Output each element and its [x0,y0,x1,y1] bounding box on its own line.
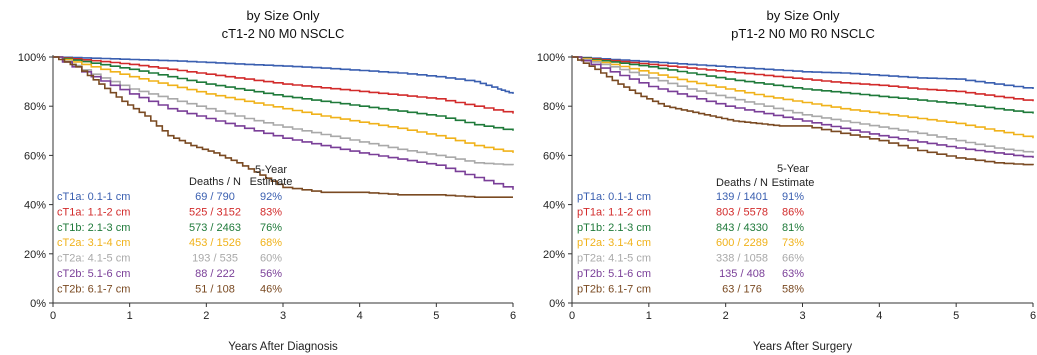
left-y-tick-label: 80% [24,101,46,113]
left-deaths-n-value: 525 / 3152 [189,206,241,218]
left-estimate-value: 92% [260,191,282,203]
right-legend-label: pT1a: 1.1-2 cm [577,206,651,218]
right-deaths-n-value: 63 / 176 [722,283,762,295]
left-deaths-n-value: 51 / 108 [195,283,235,295]
left-deaths-n-value: 453 / 1526 [189,237,241,249]
left-estimate-value: 68% [260,237,282,249]
left-deaths-n-value: 193 / 535 [192,253,238,265]
right-estimate-value: 58% [782,283,804,295]
left-x-tick-label: 4 [357,310,363,322]
right-series-line-5 [572,56,1034,153]
right-header-deaths-n: Deaths / N [716,177,768,189]
left-x-tick-label: 0 [50,310,56,322]
right-deaths-n-value: 843 / 4330 [716,222,768,234]
left-series-line-5 [53,56,514,166]
right-legend-label: pT2b: 6.1-7 cm [577,283,651,295]
right-y-tick-label: 60% [543,150,565,162]
left-series-line-4 [53,56,514,153]
right-x-tick-label: 5 [953,310,959,322]
right-x-tick-label: 0 [569,310,575,322]
right-x-tick-label: 4 [876,310,882,322]
left-header-estimate: Estimate [250,176,293,188]
right-x-tick-label: 2 [723,310,729,322]
right-y-tick-label: 40% [543,200,565,212]
right-y-tick-label: 100% [537,52,565,64]
right-header-estimate: Estimate [772,177,815,189]
left-estimate-value: 83% [260,206,282,218]
left-x-tick-label: 5 [433,310,439,322]
right-x-axis-label: Years After Surgery [753,341,853,353]
left-series-line-6 [53,56,514,190]
left-deaths-n-value: 573 / 2463 [189,222,241,234]
left-y-tick-label: 100% [18,52,46,64]
right-series-line-6 [572,56,1034,158]
left-header-deaths-n: Deaths / N [189,176,241,188]
left-chart-subtitle: cT1-2 N0 M0 NSCLC [222,26,345,41]
right-x-tick-label: 3 [799,310,805,322]
left-legend-label: cT1a: 1.1-2 cm [57,206,130,218]
left-legend-label: cT2a: 4.1-5 cm [57,253,130,265]
left-chart-title: by Size Only [247,8,320,23]
left-estimate-value: 60% [260,253,282,265]
left-y-tick-label: 60% [24,150,46,162]
right-chart-subtitle: pT1-2 N0 M0 R0 NSCLC [731,26,875,41]
left-header-5year: 5-Year [255,164,287,176]
left-deaths-n-value: 69 / 790 [195,191,235,203]
left-legend-label: cT2b: 5.1-6 cm [57,268,130,280]
left-series-line-1 [53,56,514,94]
right-estimate-value: 63% [782,268,804,280]
left-y-tick-label: 0% [30,298,46,310]
right-legend-label: pT2b: 5.1-6 cm [577,268,651,280]
right-deaths-n-value: 135 / 408 [719,268,765,280]
right-series-line-3 [572,56,1034,114]
left-x-tick-label: 2 [203,310,209,322]
left-legend-label: cT1b: 2.1-3 cm [57,222,130,234]
right-legend-label: pT2a: 4.1-5 cm [577,253,651,265]
left-legend-label: cT1a: 0.1-1 cm [57,191,130,203]
left-estimate-value: 76% [260,222,282,234]
right-estimate-value: 86% [782,206,804,218]
left-legend-label: cT2b: 6.1-7 cm [57,283,130,295]
right-series-line-4 [572,56,1034,139]
right-estimate-value: 73% [782,237,804,249]
left-x-axis-label: Years After Diagnosis [228,341,338,353]
right-deaths-n-value: 803 / 5578 [716,206,768,218]
left-x-tick-label: 6 [510,310,516,322]
right-y-tick-label: 20% [543,249,565,261]
right-deaths-n-value: 600 / 2289 [716,237,768,249]
left-y-tick-label: 40% [24,200,46,212]
right-series-line-2 [572,56,1034,102]
left-x-tick-label: 3 [280,310,286,322]
left-legend-label: cT2a: 3.1-4 cm [57,237,130,249]
left-estimate-value: 46% [260,283,282,295]
right-deaths-n-value: 139 / 1401 [716,191,768,203]
left-y-tick-label: 20% [24,249,46,261]
left-deaths-n-value: 88 / 222 [195,268,235,280]
right-series-line-7 [572,56,1034,166]
right-estimate-value: 66% [782,253,804,265]
right-legend-label: pT2a: 3.1-4 cm [577,237,651,249]
right-legend-label: pT1a: 0.1-1 cm [577,191,651,203]
left-series-line-7 [53,56,513,198]
left-estimate-value: 56% [260,268,282,280]
right-chart-title: by Size Only [767,8,840,23]
left-x-tick-label: 1 [127,310,133,322]
right-estimate-value: 91% [782,191,804,203]
right-estimate-value: 81% [782,222,804,234]
right-y-tick-label: 0% [549,298,565,310]
right-header-5year: 5-Year [777,163,809,175]
left-series-line-3 [53,56,514,131]
right-y-tick-label: 80% [543,101,565,113]
right-x-tick-label: 1 [646,310,652,322]
left-series-line-2 [53,56,514,114]
right-deaths-n-value: 338 / 1058 [716,253,768,265]
right-series-line-1 [572,56,1034,89]
right-x-tick-label: 6 [1030,310,1036,322]
right-legend-label: pT1b: 2.1-3 cm [577,222,651,234]
